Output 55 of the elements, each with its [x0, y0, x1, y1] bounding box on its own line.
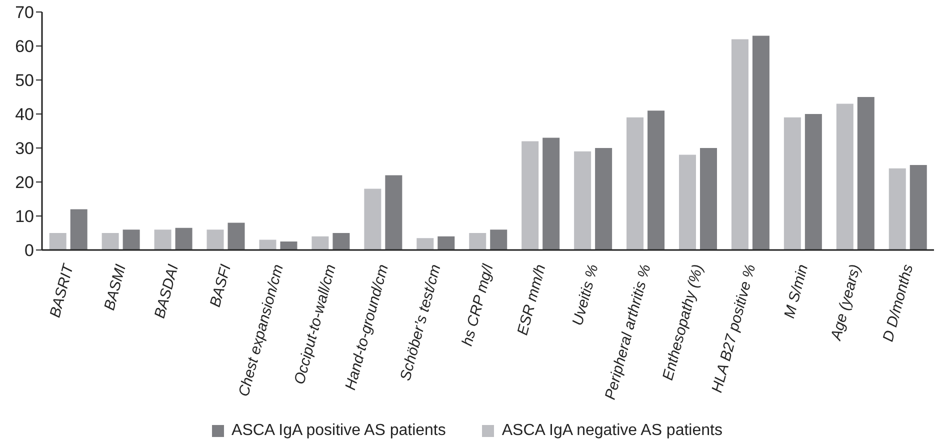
bar [122, 230, 140, 250]
bar [385, 175, 402, 250]
bar [522, 141, 539, 250]
bar [836, 104, 854, 250]
x-tick-label: hs CRP mg/l [458, 262, 498, 348]
bar [469, 233, 486, 250]
bar [857, 97, 874, 250]
y-tick-label: 40 [15, 105, 34, 124]
bar [678, 154, 696, 250]
y-tick-label: 0 [24, 241, 34, 260]
bar [731, 39, 748, 250]
x-tick-label: BASMI [101, 262, 130, 312]
bar [648, 110, 665, 250]
bar [804, 114, 822, 250]
y-tick-label: 70 [15, 3, 34, 22]
x-tick-label: BASDAI [151, 262, 182, 320]
bar [70, 209, 88, 250]
bar [312, 236, 329, 250]
bar [574, 151, 592, 250]
bar [416, 238, 434, 250]
y-tick-label: 50 [15, 71, 34, 90]
bar [490, 230, 508, 250]
x-tick-label: Age (years) [827, 262, 864, 343]
bar [154, 230, 172, 250]
bar [332, 233, 350, 250]
x-tick-label: HLA B27 positive % [708, 262, 760, 395]
bar [784, 117, 801, 250]
y-tick-label: 20 [15, 173, 34, 192]
bar [280, 242, 298, 250]
y-tick-label: 10 [15, 207, 34, 226]
bar [102, 233, 119, 250]
bar [206, 230, 224, 250]
x-tick-label: Uveitis % [569, 262, 602, 328]
bar [228, 222, 245, 250]
x-tick-label: M S/min [781, 262, 812, 320]
x-tick-label: BASRIT [46, 260, 78, 320]
bar [438, 236, 455, 250]
y-tick-label: 30 [15, 139, 34, 158]
x-tick-label: D D/months [880, 262, 917, 344]
bar [700, 148, 717, 250]
bar [175, 228, 192, 250]
y-tick-label: 60 [15, 37, 34, 56]
bar [910, 165, 927, 250]
legend-label: ASCA IgA positive AS patients [230, 422, 446, 440]
bar [626, 117, 644, 250]
legend-label: ASCA IgA negative AS patients [500, 422, 722, 440]
bar [49, 233, 66, 250]
bar [888, 168, 906, 250]
bar [364, 188, 382, 250]
bar [542, 138, 560, 250]
bar [595, 148, 612, 250]
bar [259, 240, 276, 250]
x-tick-label: ESR mm/h [514, 262, 550, 338]
x-tick-label: BASFI [206, 262, 235, 309]
bar [752, 36, 770, 250]
